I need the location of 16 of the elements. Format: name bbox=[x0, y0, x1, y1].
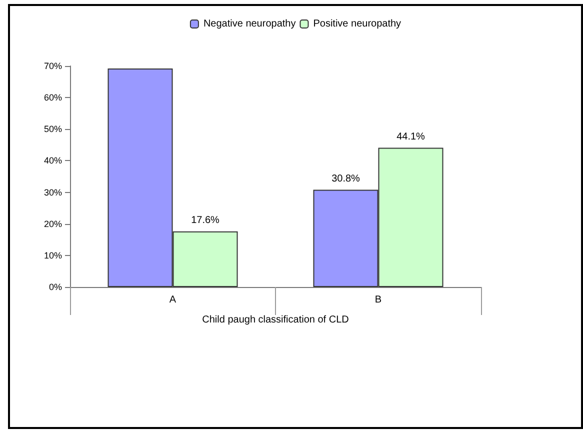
y-tick-label: 70% bbox=[44, 61, 62, 71]
x-tick-label: A bbox=[169, 294, 176, 306]
data-label: 44.1% bbox=[396, 131, 426, 142]
legend-label: Negative neuropathy bbox=[203, 18, 296, 30]
y-tick-label: 0% bbox=[48, 282, 62, 292]
legend-label: Positive neuropathy bbox=[313, 18, 402, 30]
y-tick-label: 30% bbox=[44, 187, 62, 198]
x-tick-label: B bbox=[374, 294, 382, 306]
y-tick-label: 20% bbox=[44, 218, 62, 229]
y-tick-label: 60% bbox=[44, 92, 62, 103]
y-tick-label: 50% bbox=[44, 124, 62, 134]
data-label: 30.8% bbox=[332, 173, 360, 184]
y-tick-label: 40% bbox=[44, 156, 62, 166]
data-label: 17.6% bbox=[191, 214, 220, 226]
x-axis-title: Child paugh classification of CLD bbox=[202, 314, 349, 326]
y-tick-label: 10% bbox=[44, 250, 62, 260]
